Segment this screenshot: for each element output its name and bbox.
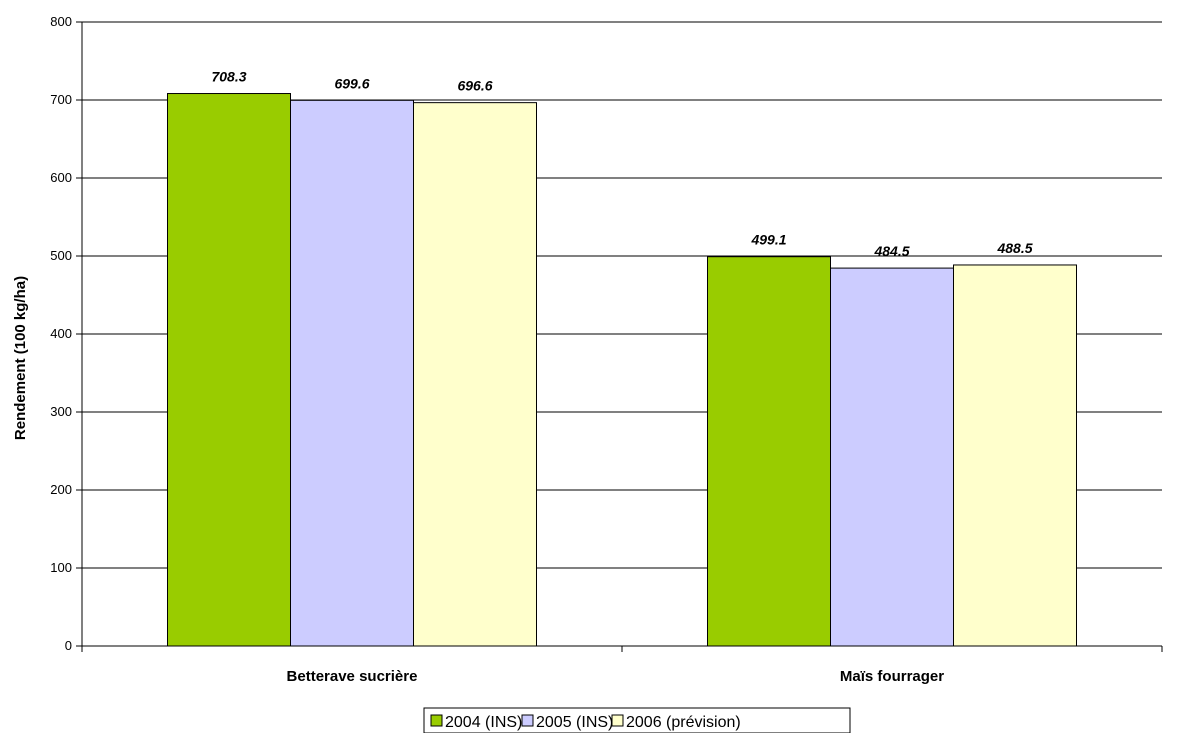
legend: 2004 (INS) 2005 (INS) 2006 (prévision) [423, 707, 851, 733]
bar [167, 93, 291, 647]
bar [413, 102, 537, 647]
category-label: Betterave sucrière [287, 668, 418, 685]
data-label: 696.6 [457, 78, 492, 94]
y-tick-label: 700 [50, 92, 72, 107]
legend-swatch [521, 714, 534, 727]
y-tick-label: 500 [50, 248, 72, 263]
y-tick-label: 400 [50, 326, 72, 341]
data-label: 499.1 [750, 232, 786, 248]
y-axis-title: Rendement (100 kg/ha) [12, 276, 29, 440]
y-tick-label: 300 [50, 404, 72, 419]
bar [953, 264, 1077, 647]
axes: 0 100 200 300 400 500 600 700 800 Betterave sucri… [50, 14, 1163, 685]
legend-label: 2004 (INS) [445, 714, 522, 731]
data-label: 708.3 [211, 69, 246, 85]
legend-swatch [430, 714, 443, 727]
legend-swatch [611, 714, 624, 727]
bar [290, 99, 414, 647]
bar [830, 267, 954, 647]
y-tick-label: 100 [50, 560, 72, 575]
data-label: 484.5 [873, 243, 909, 259]
data-label: 488.5 [996, 240, 1032, 256]
legend-label: 2005 (INS) [536, 714, 613, 731]
data-label: 699.6 [334, 75, 369, 91]
legend-label: 2006 (prévision) [626, 714, 741, 731]
y-tick-label: 0 [65, 638, 72, 653]
data-labels: 708.3 699.6 696.6 499.1 484.5 488.5 [211, 69, 1032, 260]
y-tick-label: 200 [50, 482, 72, 497]
bar [707, 256, 831, 647]
category-label: Maïs fourrager [840, 668, 944, 685]
y-tick-label: 600 [50, 170, 72, 185]
legend-box [423, 707, 851, 733]
bars [167, 93, 1077, 647]
y-tick-label: 800 [50, 14, 72, 29]
